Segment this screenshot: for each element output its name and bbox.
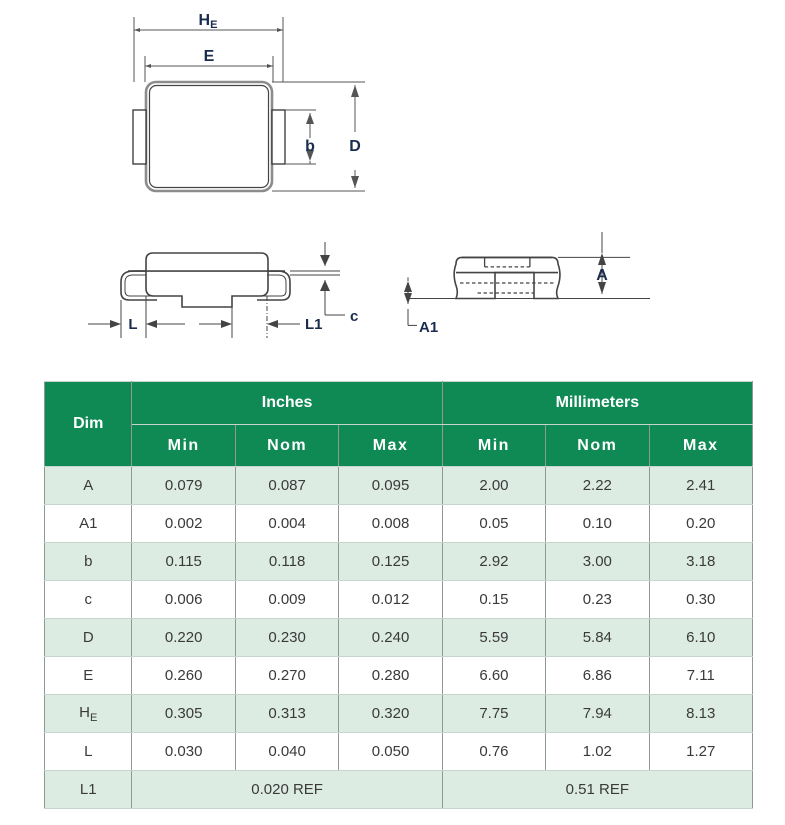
svg-text:c: c [350, 308, 358, 325]
svg-text:E: E [204, 48, 215, 65]
svg-text:D: D [349, 138, 361, 155]
svg-text:L1: L1 [305, 316, 323, 333]
svg-text:A: A [596, 267, 608, 284]
svg-text:L: L [128, 316, 137, 333]
svg-text:A1: A1 [419, 319, 438, 336]
svg-text:b: b [305, 138, 315, 155]
svg-text:HE: HE [199, 12, 218, 31]
